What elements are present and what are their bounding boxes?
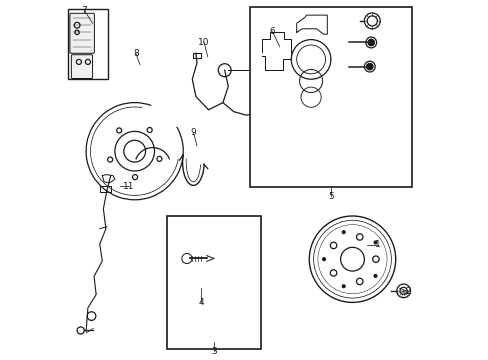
Text: 6: 6 [269,27,275,36]
Bar [167,216,260,349]
Text: 8: 8 [133,49,139,58]
Circle shape [373,241,376,244]
Circle shape [366,63,372,70]
Bar [101,186,110,192]
Circle shape [373,274,376,277]
Circle shape [367,39,374,46]
Text: 4: 4 [198,298,203,307]
Circle shape [342,285,345,288]
FancyBboxPatch shape [70,13,94,53]
Text: 1: 1 [374,240,380,249]
Text: 2: 2 [405,287,410,296]
Bar [249,7,411,187]
Text: 3: 3 [211,346,216,356]
Text: 9: 9 [190,128,196,137]
Circle shape [322,258,325,261]
Text: 11: 11 [122,182,134,191]
Text: 7: 7 [81,5,87,14]
Bar [193,53,200,58]
Text: 10: 10 [198,38,209,47]
FancyBboxPatch shape [71,55,92,78]
Circle shape [342,231,345,234]
Bar [68,9,107,79]
Text: 5: 5 [327,192,333,201]
